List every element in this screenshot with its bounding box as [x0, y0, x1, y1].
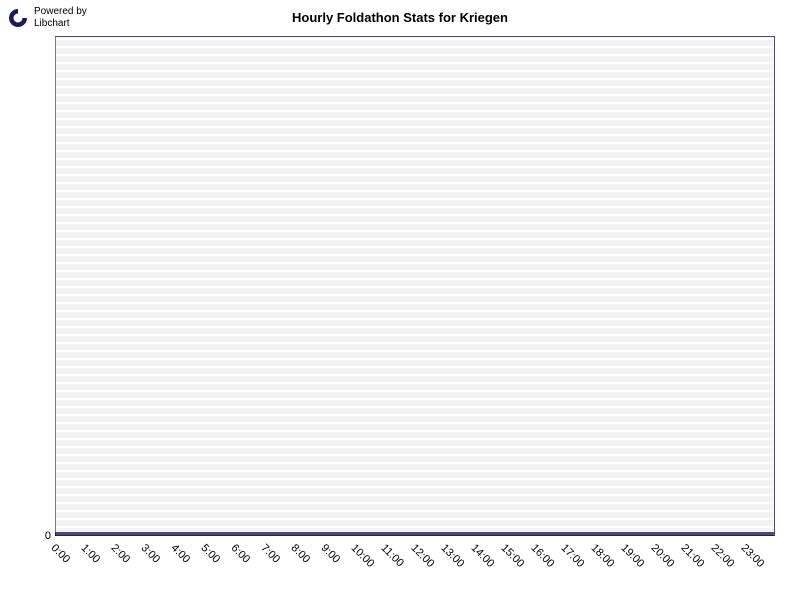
x-tick-label: 22:00 [709, 542, 737, 570]
x-tick-label: 15:00 [499, 542, 527, 570]
x-tick-label: 0:00 [49, 542, 73, 566]
x-tick-label: 13:00 [439, 542, 467, 570]
x-tick-label: 19:00 [619, 542, 647, 570]
x-tick-label: 17:00 [559, 542, 587, 570]
x-tick-label: 11:00 [379, 542, 406, 569]
chart-container: Powered by Libchart Hourly Foldathon Sta… [0, 0, 800, 600]
x-tick-label: 1:00 [79, 542, 103, 566]
x-tick-label: 9:00 [319, 542, 343, 566]
x-tick-label: 20:00 [649, 542, 677, 570]
plot-svg [55, 36, 775, 536]
x-tick-label: 6:00 [229, 542, 253, 566]
x-tick-label: 4:00 [169, 542, 193, 566]
x-tick-label: 2:00 [109, 542, 133, 566]
x-tick-label: 23:00 [739, 542, 767, 570]
x-tick-label: 7:00 [259, 542, 283, 566]
x-tick-label: 12:00 [409, 542, 437, 570]
chart-title: Hourly Foldathon Stats for Kriegen [0, 10, 800, 25]
x-tick-label: 10:00 [349, 542, 377, 570]
x-tick-label: 5:00 [199, 542, 223, 566]
x-tick-label: 18:00 [589, 542, 617, 570]
x-tick-label: 8:00 [289, 542, 313, 566]
x-tick-label: 16:00 [529, 542, 557, 570]
y-tick-label: 0 [41, 530, 51, 542]
x-tick-label: 14:00 [469, 542, 497, 570]
x-tick-label: 3:00 [139, 542, 163, 566]
x-tick-label: 21:00 [679, 542, 707, 570]
